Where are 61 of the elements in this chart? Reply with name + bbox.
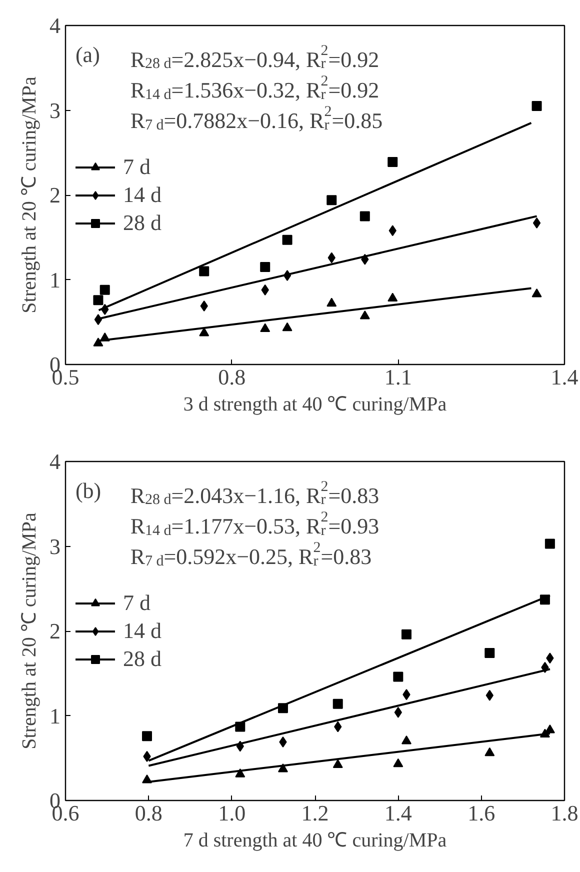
y-tick-label: 3 xyxy=(50,98,60,123)
point xyxy=(100,284,110,295)
y-tick-label: 3 xyxy=(50,534,60,559)
y-tick-label: 4 xyxy=(50,13,60,38)
y-tick-label: 1 xyxy=(50,703,60,728)
y-axis-title: Strength at 20 ℃ curing/MPa xyxy=(18,76,40,314)
point xyxy=(282,322,292,332)
point xyxy=(388,156,398,167)
point xyxy=(142,731,152,742)
x-tick-label: 0.8 xyxy=(218,364,246,390)
point xyxy=(532,101,542,112)
y-tick-label: 2 xyxy=(50,618,60,644)
y-tick-label: 2 xyxy=(50,182,60,208)
annotation: (b) xyxy=(75,478,102,503)
y-tick-label: 4 xyxy=(50,449,60,474)
legend-label: 7 d xyxy=(123,154,150,180)
x-tick-label: 1.4 xyxy=(550,364,578,390)
point xyxy=(544,538,555,549)
point xyxy=(360,310,370,320)
x-axis-title: 7 d strength at 40 ℃ curing/MPa xyxy=(183,830,447,852)
point xyxy=(326,195,337,206)
point xyxy=(388,292,398,302)
x-tick-label: 1.2 xyxy=(301,800,329,826)
point xyxy=(199,327,210,336)
point xyxy=(401,735,412,744)
point xyxy=(393,672,404,682)
x-tick-label: 0.8 xyxy=(134,800,162,826)
point xyxy=(235,768,246,778)
x-tick-label: 1.6 xyxy=(468,800,496,826)
x-axis-title: 3 d strength at 40 ℃ curing/MPa xyxy=(183,394,447,416)
point xyxy=(393,758,404,768)
point xyxy=(94,314,102,326)
point xyxy=(544,724,555,734)
legend-label: 28 d xyxy=(123,210,162,236)
point xyxy=(332,698,343,709)
legend-label: 28 d xyxy=(123,646,162,672)
y-tick-label: 1 xyxy=(50,267,60,292)
x-tick-label: 1.4 xyxy=(384,800,412,826)
point xyxy=(360,211,370,222)
annotation: (a) xyxy=(75,42,100,67)
point xyxy=(532,288,542,298)
point xyxy=(260,323,270,332)
x-tick-label: 1.0 xyxy=(218,800,246,826)
legend-label: 14 d xyxy=(123,618,162,644)
x-tick-label: 1.1 xyxy=(384,364,412,390)
point xyxy=(484,747,495,756)
point xyxy=(199,266,210,276)
point xyxy=(282,234,292,245)
y-axis-title: Strength at 20 ℃ curing/MPa xyxy=(18,512,40,750)
point xyxy=(484,648,495,658)
point xyxy=(532,217,541,228)
point xyxy=(93,295,104,306)
legend-label: 14 d xyxy=(123,182,162,208)
point xyxy=(260,262,270,272)
point xyxy=(332,759,343,768)
legend-label: 7 d xyxy=(123,590,150,616)
point xyxy=(401,629,412,640)
point xyxy=(93,338,104,346)
point xyxy=(142,774,152,784)
point xyxy=(326,298,337,307)
x-tick-label: 1.8 xyxy=(550,800,578,826)
